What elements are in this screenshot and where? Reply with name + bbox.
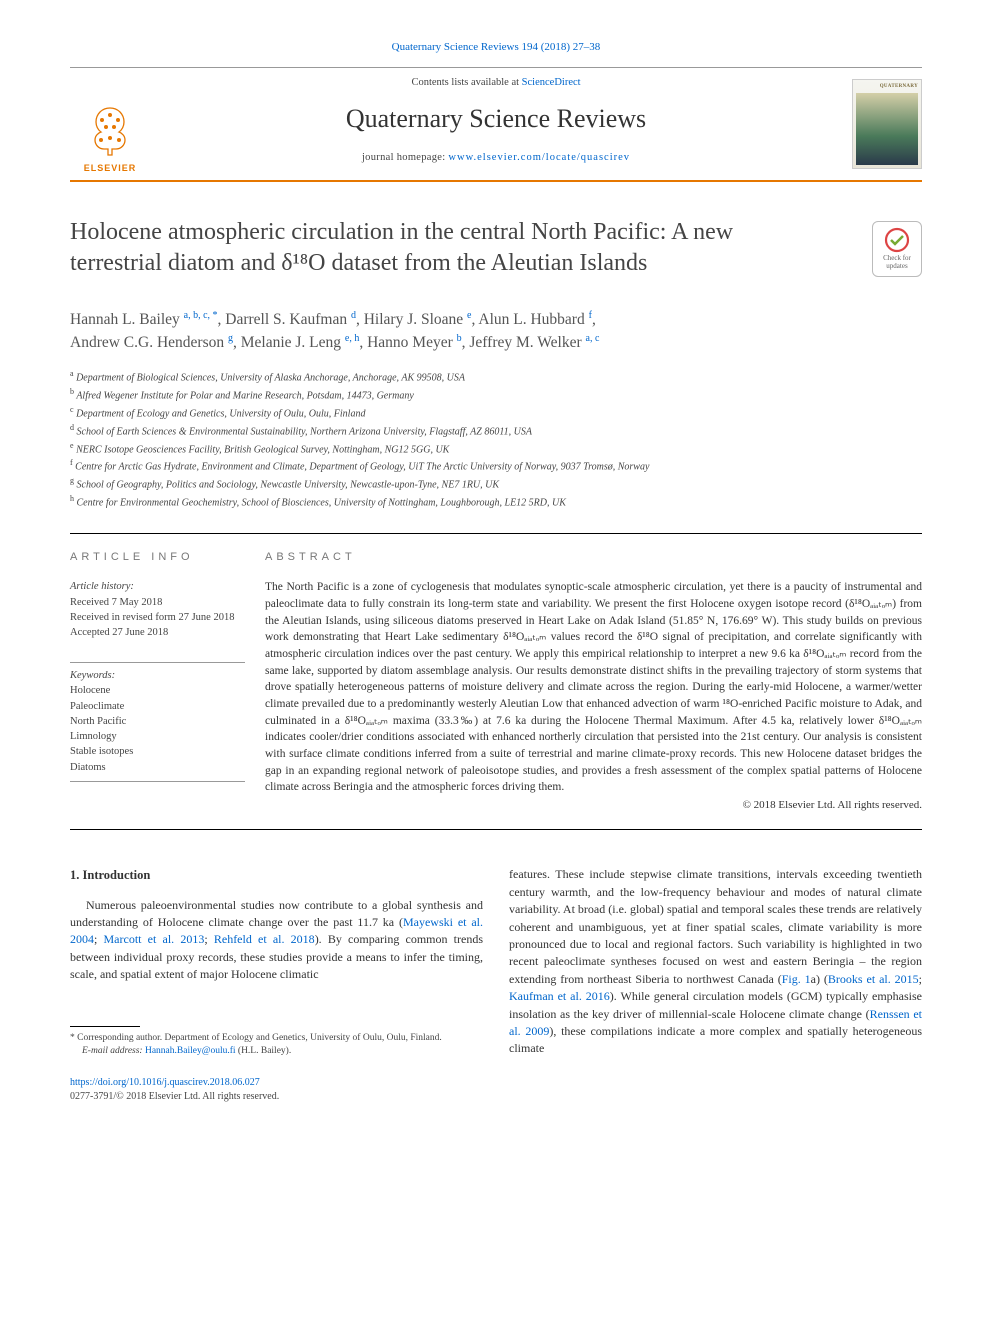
journal-citation: Quaternary Science Reviews 194 (2018) 27… (70, 40, 922, 55)
section-heading: 1. Introduction (70, 866, 483, 884)
author-name: , Hilary J. Sloane (356, 311, 467, 328)
affiliation-item: c Department of Ecology and Genetics, Un… (70, 404, 922, 422)
affiliation-item: d School of Earth Sciences & Environment… (70, 422, 922, 440)
history-revised: Received in revised form 27 June 2018 (70, 610, 245, 625)
article-title: Holocene atmospheric circulation in the … (70, 217, 922, 279)
author-name: , Melanie J. Leng (233, 334, 345, 351)
title-block: Holocene atmospheric circulation in the … (70, 217, 922, 279)
body-paragraph: features. These include stepwise climate… (509, 866, 922, 1057)
keywords-label: Keywords: (70, 662, 245, 683)
contents-available-line: Contents lists available at ScienceDirec… (165, 76, 827, 91)
figure-link[interactable]: Fig. 1 (782, 972, 811, 986)
body-column-right: features. These include stepwise climate… (509, 866, 922, 1058)
affiliation-item: a Department of Biological Sciences, Uni… (70, 368, 922, 386)
elsevier-logo[interactable]: ELSEVIER (70, 84, 150, 174)
abstract-text: The North Pacific is a zone of cyclogene… (265, 579, 922, 796)
abstract-column: ABSTRACT The North Pacific is a zone of … (265, 550, 922, 814)
masthead-center: Contents lists available at ScienceDirec… (165, 68, 827, 180)
cover-title: QUATERNARY (856, 83, 918, 90)
check-updates-button[interactable]: Check for updates (872, 221, 922, 277)
journal-cover-area: QUATERNARY (827, 68, 922, 180)
keyword-item: North Pacific (70, 714, 245, 729)
citation-link[interactable]: Brooks et al. 2015 (828, 972, 919, 986)
keyword-item: Diatoms (70, 760, 245, 775)
affiliation-item: f Centre for Arctic Gas Hydrate, Environ… (70, 457, 922, 475)
divider (70, 829, 922, 830)
affiliation-item: h Centre for Environmental Geochemistry,… (70, 493, 922, 511)
article-history: Article history: Received 7 May 2018 Rec… (70, 579, 245, 640)
footnote-divider (70, 1026, 140, 1027)
keyword-item: Holocene (70, 683, 245, 698)
affiliation-item: b Alfred Wegener Institute for Polar and… (70, 386, 922, 404)
issn-copyright: 0277-3791/© 2018 Elsevier Ltd. All right… (70, 1091, 279, 1102)
body-columns: 1. Introduction Numerous paleoenvironmen… (70, 866, 922, 1058)
author-name: , Darrell S. Kaufman (218, 311, 351, 328)
body-column-left: 1. Introduction Numerous paleoenvironmen… (70, 866, 483, 1058)
abstract-heading: ABSTRACT (265, 550, 922, 565)
citation-link[interactable]: Kaufman et al. 2016 (509, 989, 610, 1003)
author-name: Andrew C.G. Henderson (70, 334, 228, 351)
citation-link[interactable]: Quaternary Science Reviews 194 (2018) 27… (392, 41, 601, 53)
email-label: E-mail address: (82, 1046, 145, 1056)
info-abstract-row: ARTICLE INFO Article history: Received 7… (70, 550, 922, 814)
title-line-1: Holocene atmospheric circulation in the … (70, 219, 733, 245)
citation-link[interactable]: Marcott et al. 2013 (104, 932, 205, 946)
keywords-list: Holocene Paleoclimate North Pacific Limn… (70, 683, 245, 781)
cover-image (856, 93, 918, 165)
keyword-item: Paleoclimate (70, 699, 245, 714)
corresponding-author-note: * Corresponding author. Department of Ec… (70, 1032, 483, 1045)
keyword-item: Limnology (70, 729, 245, 744)
affiliation-item: e NERC Isotope Geosciences Facility, Bri… (70, 440, 922, 458)
article-info-heading: ARTICLE INFO (70, 550, 245, 565)
author-email-link[interactable]: Hannah.Bailey@oulu.fi (145, 1046, 236, 1056)
history-label: Article history: (70, 579, 245, 594)
author-sep: , (592, 311, 596, 328)
masthead: ELSEVIER Contents lists available at Sci… (70, 67, 922, 182)
history-accepted: Accepted 27 June 2018 (70, 625, 245, 640)
publisher-logo-area: ELSEVIER (70, 68, 165, 180)
elsevier-wordmark: ELSEVIER (84, 162, 137, 175)
homepage-prefix: journal homepage: (362, 152, 448, 163)
journal-homepage-line: journal homepage: www.elsevier.com/locat… (165, 151, 827, 166)
doi-link[interactable]: https://doi.org/10.1016/j.quascirev.2018… (70, 1077, 260, 1088)
email-footnote: E-mail address: Hannah.Bailey@oulu.fi (H… (70, 1045, 483, 1058)
keywords-block: Keywords: Holocene Paleoclimate North Pa… (70, 662, 245, 782)
contents-prefix: Contents lists available at (411, 77, 521, 88)
author-affil-link[interactable]: a, b, c, * (184, 310, 218, 321)
article-info-column: ARTICLE INFO Article history: Received 7… (70, 550, 265, 814)
affiliations-list: a Department of Biological Sciences, Uni… (70, 368, 922, 511)
journal-cover-thumbnail[interactable]: QUATERNARY (852, 79, 922, 169)
page-footer: https://doi.org/10.1016/j.quascirev.2018… (70, 1076, 922, 1104)
author-name: , Hanno Meyer (359, 334, 456, 351)
author-name: , Jeffrey M. Welker (462, 334, 586, 351)
body-paragraph: Numerous paleoenvironmental studies now … (70, 897, 483, 984)
title-line-2: terrestrial diatom and δ¹⁸O dataset from… (70, 250, 647, 276)
citation-link[interactable]: Rehfeld et al. 2018 (214, 932, 315, 946)
check-updates-icon (884, 227, 910, 253)
history-received: Received 7 May 2018 (70, 595, 245, 610)
check-updates-label: Check for updates (876, 255, 918, 270)
sciencedirect-link[interactable]: ScienceDirect (522, 77, 581, 88)
elsevier-tree-icon (80, 100, 140, 160)
author-name: , Alun L. Hubbard (472, 311, 589, 328)
authors-list: Hannah L. Bailey a, b, c, *, Darrell S. … (70, 308, 922, 355)
affiliation-item: g School of Geography, Politics and Soci… (70, 475, 922, 493)
author-name: Hannah L. Bailey (70, 311, 184, 328)
author-affil-link[interactable]: e, h (345, 333, 359, 344)
author-affil-link[interactable]: a, c (586, 333, 600, 344)
journal-name: Quaternary Science Reviews (165, 101, 827, 137)
journal-homepage-link[interactable]: www.elsevier.com/locate/quascirev (448, 152, 630, 163)
divider (70, 533, 922, 534)
keyword-item: Stable isotopes (70, 744, 245, 759)
abstract-copyright: © 2018 Elsevier Ltd. All rights reserved… (265, 798, 922, 813)
